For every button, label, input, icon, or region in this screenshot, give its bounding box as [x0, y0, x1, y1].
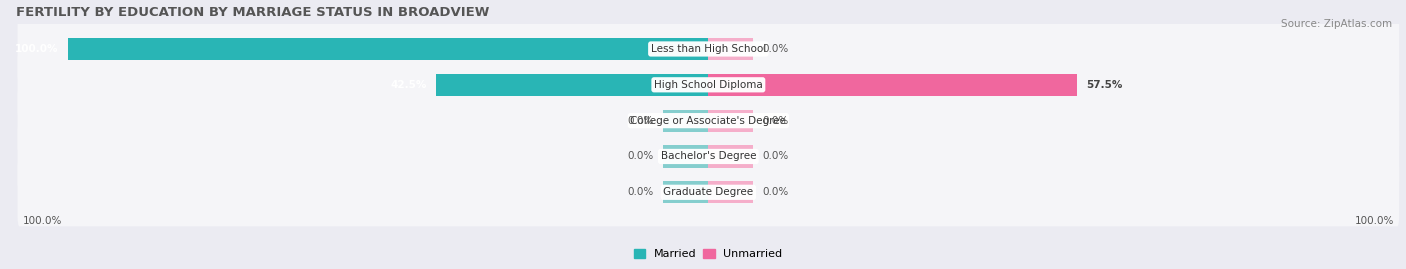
Text: High School Diploma: High School Diploma [654, 80, 762, 90]
Text: 0.0%: 0.0% [627, 116, 654, 126]
Text: Source: ZipAtlas.com: Source: ZipAtlas.com [1281, 19, 1392, 29]
Bar [436, 74, 709, 96]
Text: Less than High School: Less than High School [651, 44, 766, 54]
Text: 0.0%: 0.0% [763, 44, 789, 54]
Text: 42.5%: 42.5% [389, 80, 426, 90]
Bar [709, 109, 754, 132]
Text: 0.0%: 0.0% [763, 116, 789, 126]
Text: 0.0%: 0.0% [627, 187, 654, 197]
FancyBboxPatch shape [17, 122, 1399, 190]
Bar [709, 38, 754, 60]
Text: FERTILITY BY EDUCATION BY MARRIAGE STATUS IN BROADVIEW: FERTILITY BY EDUCATION BY MARRIAGE STATU… [17, 6, 489, 19]
Text: 100.0%: 100.0% [1354, 216, 1393, 226]
Bar [709, 181, 754, 203]
Text: Graduate Degree: Graduate Degree [664, 187, 754, 197]
Bar [664, 181, 709, 203]
Bar [709, 74, 1077, 96]
Legend: Married, Unmarried: Married, Unmarried [630, 244, 787, 264]
Text: 0.0%: 0.0% [763, 151, 789, 161]
Bar [709, 145, 754, 168]
FancyBboxPatch shape [17, 15, 1399, 83]
Text: Bachelor's Degree: Bachelor's Degree [661, 151, 756, 161]
Bar [664, 145, 709, 168]
Text: 57.5%: 57.5% [1087, 80, 1123, 90]
FancyBboxPatch shape [17, 158, 1399, 226]
Bar [67, 38, 709, 60]
Bar [664, 109, 709, 132]
Text: 0.0%: 0.0% [763, 187, 789, 197]
FancyBboxPatch shape [17, 51, 1399, 119]
Text: 100.0%: 100.0% [22, 216, 62, 226]
Text: 100.0%: 100.0% [14, 44, 58, 54]
Text: College or Associate's Degree: College or Associate's Degree [630, 116, 786, 126]
Text: 0.0%: 0.0% [627, 151, 654, 161]
FancyBboxPatch shape [17, 87, 1399, 155]
